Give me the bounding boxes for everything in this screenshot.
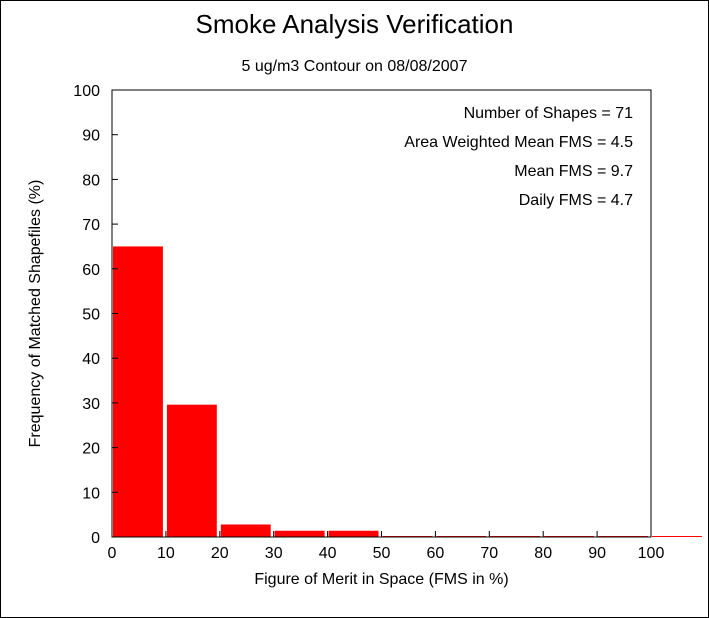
chart-subtitle: 5 ug/m3 Contour on 08/08/2007 xyxy=(241,58,468,75)
histogram-bar xyxy=(113,246,163,537)
y-tick-label: 0 xyxy=(91,530,100,547)
histogram-bar xyxy=(220,524,271,537)
x-tick-label: 50 xyxy=(373,545,391,562)
x-axis-label: Figure of Merit in Space (FMS in %) xyxy=(254,571,508,588)
annotations: Number of Shapes = 71 Area Weighted Mean … xyxy=(404,105,633,209)
y-tick-label: 20 xyxy=(82,441,100,458)
bars-layer xyxy=(113,246,702,537)
x-tick-label: 30 xyxy=(265,545,283,562)
y-tick-label: 10 xyxy=(82,485,100,502)
x-tick-label: 20 xyxy=(211,545,229,562)
y-tick-label: 30 xyxy=(82,396,100,413)
y-tick-label: 100 xyxy=(73,83,100,100)
stat-annotation: Area Weighted Mean FMS = 4.5 xyxy=(404,134,633,151)
stat-annotation: Mean FMS = 9.7 xyxy=(514,163,633,180)
x-tick-label: 70 xyxy=(480,545,498,562)
chart-title: Smoke Analysis Verification xyxy=(195,9,514,39)
y-tick-label: 60 xyxy=(82,262,100,279)
x-tick-label: 90 xyxy=(588,545,606,562)
x-tick-label: 80 xyxy=(534,545,552,562)
x-tick-label: 60 xyxy=(427,545,445,562)
y-axis-ticks: 0 10 20 30 40 50 60 70 80 90 100 xyxy=(73,83,118,547)
x-tick-label: 0 xyxy=(108,545,117,562)
y-axis-label: Frequency of Matched Shapefiles (%) xyxy=(27,180,44,448)
y-tick-label: 50 xyxy=(82,307,100,324)
y-tick-label: 80 xyxy=(82,172,100,189)
histogram-bar xyxy=(652,536,702,537)
stat-annotation: Daily FMS = 4.7 xyxy=(519,192,633,209)
y-tick-label: 90 xyxy=(82,128,100,145)
x-tick-label: 100 xyxy=(638,545,665,562)
y-tick-label: 70 xyxy=(82,217,100,234)
stat-annotation: Number of Shapes = 71 xyxy=(464,105,634,122)
histogram-bar xyxy=(328,530,379,537)
y-tick-label: 40 xyxy=(82,351,100,368)
x-tick-label: 40 xyxy=(319,545,337,562)
x-tick-label: 10 xyxy=(157,545,175,562)
histogram-bar xyxy=(166,404,217,537)
histogram-bar xyxy=(274,530,325,537)
x-axis-ticks: 0 10 20 30 40 50 60 70 80 90 100 xyxy=(108,531,665,562)
